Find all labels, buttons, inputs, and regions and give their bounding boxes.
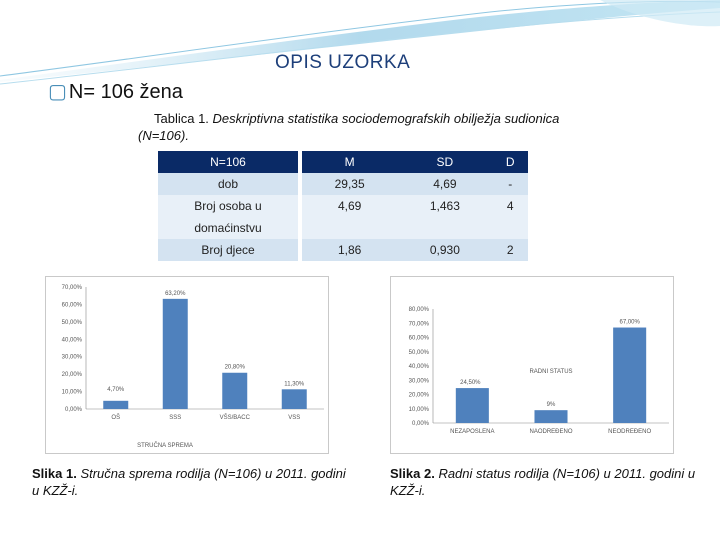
table-row: Broj djece 1,86 0,930 2 <box>158 239 528 261</box>
y-tick-label: 30,00% <box>409 378 430 384</box>
data-label: 9% <box>547 402 556 408</box>
figure-2-text: Radni status rodilja (N=106) u 2011. god… <box>390 466 696 498</box>
y-tick-label: 60,00% <box>62 302 83 308</box>
table-row: dob 29,35 4,69 - <box>158 173 528 195</box>
bar <box>103 400 129 409</box>
data-label: 67,00% <box>619 320 640 326</box>
x-tick-label: VSS <box>288 415 300 421</box>
table-header-cell: D <box>492 151 528 173</box>
x-tick-label: OŠ <box>111 414 120 421</box>
descriptive-stats-table: N=106 M SD D dob 29,35 4,69 - Broj osoba… <box>158 151 528 261</box>
table-header-cell: M <box>302 151 398 173</box>
sample-size-text: N= 106 žena <box>68 81 183 103</box>
bar <box>281 389 307 409</box>
table-cell: - <box>492 173 528 195</box>
table-cell: 0,930 <box>397 239 493 261</box>
data-label: 4,70% <box>107 387 125 393</box>
bar <box>162 298 188 409</box>
table-cell: dob <box>158 173 298 195</box>
table-cell: 4 <box>492 195 528 239</box>
x-axis-title: RADNI STATUS <box>529 369 572 375</box>
y-tick-label: 40,00% <box>62 337 83 343</box>
y-tick-label: 30,00% <box>62 355 83 361</box>
data-label: 11,30% <box>284 381 305 387</box>
y-tick-label: 0,00% <box>412 421 430 427</box>
data-label: 24,50% <box>460 380 481 386</box>
table-cell: 1,86 <box>302 239 398 261</box>
x-tick-label: NEODREĐENO <box>608 429 651 435</box>
bar <box>222 372 248 409</box>
table-caption-label: Tablica 1. <box>154 111 209 126</box>
y-tick-label: 0,00% <box>65 407 83 413</box>
figure-2-label: Slika 2. <box>390 466 435 481</box>
y-tick-label: 80,00% <box>409 307 430 313</box>
education-chart-svg: 0,00% 10,00% 20,00% 30,00% 40,00% 50,00% 60,00… <box>62 285 324 449</box>
y-tick-label: 60,00% <box>409 336 430 342</box>
data-label: 63,20% <box>165 291 186 297</box>
work-status-chart: 0,00% 10,00% 20,00% 30,00% 40,00% 50,00% 60,00… <box>390 276 674 454</box>
x-axis-title: STRUČNA SPREMA <box>137 442 193 449</box>
bar <box>534 410 568 423</box>
sample-size-bullet: ▢ N= 106 žena <box>48 79 183 104</box>
square-bullet-icon: ▢ <box>48 79 67 103</box>
figure-1-caption: Slika 1. Stručna sprema rodilja (N=106) … <box>32 465 352 499</box>
bar <box>455 388 489 423</box>
figure-1-label: Slika 1. <box>32 466 77 481</box>
header-wave-decoration <box>0 0 720 85</box>
table-cell: Broj djece <box>158 239 298 261</box>
x-tick-label: SSS <box>169 415 181 421</box>
x-tick-label: NEZAPOSLENA <box>450 429 494 435</box>
figure-2-caption: Slika 2. Radni status rodilja (N=106) u … <box>390 465 710 499</box>
table-row: Broj osoba u domaćinstvu 4,69 1,463 4 <box>158 195 528 239</box>
bar <box>613 327 647 423</box>
y-tick-label: 50,00% <box>409 350 430 356</box>
education-chart: 0,00% 10,00% 20,00% 30,00% 40,00% 50,00% 60,00… <box>45 276 329 454</box>
y-tick-label: 20,00% <box>62 372 83 378</box>
page-title: OPIS UZORKA <box>275 52 411 73</box>
x-tick-label: VŠS/BACC <box>220 414 251 421</box>
table-cell: 29,35 <box>302 173 398 195</box>
table-header-row: N=106 M SD D <box>158 151 528 173</box>
work-status-chart-svg: 0,00% 10,00% 20,00% 30,00% 40,00% 50,00% 60,00… <box>409 307 669 435</box>
table-header-cell: N=106 <box>158 151 298 173</box>
y-tick-label: 70,00% <box>62 285 83 291</box>
table-caption-text: Deskriptivna statistika sociodemografski… <box>138 111 560 143</box>
y-tick-label: 10,00% <box>409 407 430 413</box>
table-caption: Tablica 1. Deskriptivna statistika socio… <box>138 110 608 144</box>
table-cell: Broj osoba u domaćinstvu <box>158 195 298 239</box>
figure-1-text: Stručna sprema rodilja (N=106) u 2011. g… <box>32 466 346 498</box>
table-cell: 2 <box>492 239 528 261</box>
y-tick-label: 20,00% <box>409 393 430 399</box>
data-label: 20,80% <box>225 365 246 371</box>
y-tick-label: 40,00% <box>409 364 430 370</box>
y-tick-label: 10,00% <box>62 390 83 396</box>
table-header-cell: SD <box>397 151 493 173</box>
y-tick-label: 50,00% <box>62 320 83 326</box>
table-cell: 4,69 <box>302 195 398 239</box>
table-cell: 1,463 <box>397 195 493 239</box>
x-tick-label: NAODREĐENO <box>529 429 572 435</box>
table-cell: 4,69 <box>397 173 493 195</box>
y-tick-label: 70,00% <box>409 321 430 327</box>
